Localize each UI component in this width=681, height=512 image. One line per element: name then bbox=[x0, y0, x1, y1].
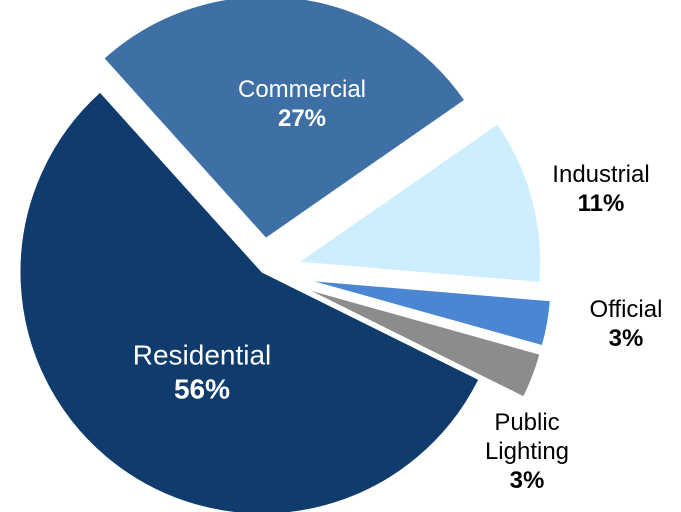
category-label: Official bbox=[589, 296, 663, 324]
pie-slice bbox=[103, 0, 466, 239]
value-label: 3% bbox=[509, 466, 545, 494]
value-label: 27% bbox=[277, 105, 327, 132]
value-label: 3% bbox=[608, 325, 644, 352]
category-label: Industrial bbox=[552, 161, 650, 189]
value-label: 56% bbox=[173, 373, 231, 404]
slice-label: Commercial 27% bbox=[227, 76, 377, 134]
pie-slice bbox=[19, 91, 480, 512]
slice-label: Public Lighting 3% bbox=[482, 409, 572, 495]
pie-slice bbox=[306, 288, 541, 398]
pie-slice bbox=[309, 280, 551, 347]
category-label: Public Lighting bbox=[484, 408, 570, 465]
category-label: Commercial bbox=[237, 76, 366, 104]
slice-label: Residential 56% bbox=[107, 338, 297, 405]
pie-slice bbox=[297, 123, 542, 283]
category-label: Residential bbox=[132, 339, 272, 371]
slice-label: Official 3% bbox=[571, 296, 681, 354]
value-label: 11% bbox=[577, 190, 625, 217]
slice-label: Industrial 11% bbox=[536, 161, 666, 219]
